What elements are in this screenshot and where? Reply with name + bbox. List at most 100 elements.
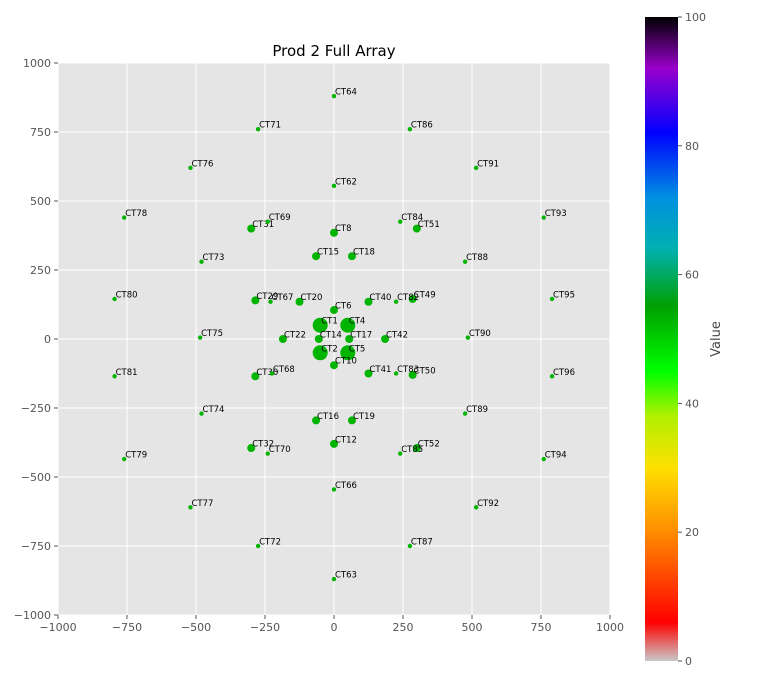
y-tick-label: 1000: [23, 57, 51, 70]
data-point-ct94[interactable]: [541, 456, 546, 462]
data-point-ct19[interactable]: [347, 416, 356, 425]
y-tick-label: 250: [30, 264, 51, 277]
data-point-ct71[interactable]: [255, 127, 261, 132]
data-point-ct75[interactable]: [197, 335, 203, 340]
point-label-ct66: CT66: [335, 481, 357, 491]
point-label-ct70: CT70: [269, 445, 291, 455]
data-point-ct86[interactable]: [407, 127, 413, 132]
point-label-ct89: CT89: [466, 405, 488, 415]
data-point-ct31[interactable]: [247, 224, 256, 233]
point-label-ct8: CT8: [335, 224, 352, 234]
colorbar-tick-label: 60: [685, 269, 699, 282]
data-point-ct10[interactable]: [330, 361, 338, 370]
point-label-ct20: CT20: [301, 293, 323, 303]
point-label-ct77: CT77: [191, 499, 213, 509]
point-label-ct5: CT5: [349, 344, 366, 354]
x-tick-label: 250: [393, 621, 414, 634]
point-label-ct86: CT86: [411, 121, 433, 131]
data-point-ct14[interactable]: [314, 335, 323, 343]
data-point-ct49[interactable]: [408, 294, 417, 303]
data-point-ct95[interactable]: [549, 296, 555, 302]
y-tick-label: −750: [21, 540, 51, 553]
point-label-ct95: CT95: [553, 290, 575, 300]
data-point-ct78[interactable]: [122, 215, 127, 220]
data-point-ct2[interactable]: [312, 345, 328, 361]
data-point-ct73[interactable]: [199, 259, 204, 264]
data-point-ct6[interactable]: [330, 306, 338, 315]
point-label-ct63: CT63: [335, 571, 357, 581]
data-point-ct69[interactable]: [265, 219, 270, 224]
data-point-ct91[interactable]: [473, 165, 479, 171]
data-point-ct90[interactable]: [465, 335, 471, 340]
x-tick-label: 1000: [596, 621, 624, 634]
point-label-ct6: CT6: [335, 302, 352, 312]
data-point-ct5[interactable]: [340, 345, 356, 361]
data-point-ct79[interactable]: [122, 456, 127, 462]
data-point-ct70[interactable]: [265, 451, 270, 456]
data-point-ct89[interactable]: [462, 411, 468, 416]
data-point-ct30[interactable]: [251, 372, 260, 381]
data-point-ct20[interactable]: [295, 297, 304, 306]
plot-area: −1000 −750 −500 −250 0 250 500 750 1000 −1000 −750…: [14, 57, 624, 634]
point-label-ct71: CT71: [259, 121, 281, 131]
data-point-ct41[interactable]: [364, 369, 373, 378]
point-label-ct49: CT49: [414, 290, 436, 300]
data-point-ct68[interactable]: [269, 371, 275, 376]
data-point-ct92[interactable]: [473, 505, 479, 510]
data-point-ct40[interactable]: [364, 297, 373, 306]
data-point-ct17[interactable]: [345, 335, 354, 343]
point-label-ct40: CT40: [370, 293, 392, 303]
data-point-ct84[interactable]: [398, 219, 403, 224]
data-point-ct15[interactable]: [312, 252, 321, 261]
data-point-ct51[interactable]: [412, 224, 421, 233]
data-point-ct64[interactable]: [331, 93, 337, 99]
data-point-ct22[interactable]: [278, 335, 287, 343]
data-point-ct76[interactable]: [188, 165, 193, 171]
point-label-ct31: CT31: [252, 220, 274, 230]
x-tick-label: −750: [112, 621, 142, 634]
data-point-ct4[interactable]: [340, 317, 356, 333]
data-point-ct72[interactable]: [255, 543, 261, 549]
data-point-ct8[interactable]: [330, 228, 338, 237]
data-point-ct50[interactable]: [408, 370, 417, 379]
data-point-ct66[interactable]: [331, 487, 337, 492]
data-point-ct52[interactable]: [412, 444, 421, 453]
data-point-ct67[interactable]: [268, 299, 273, 304]
point-label-ct17: CT17: [350, 331, 372, 341]
data-point-ct74[interactable]: [199, 411, 204, 416]
data-point-ct12[interactable]: [330, 439, 338, 448]
y-tick-label: 500: [30, 195, 51, 208]
point-label-ct62: CT62: [335, 177, 357, 187]
data-point-ct82[interactable]: [393, 299, 399, 304]
point-label-ct80: CT80: [116, 290, 138, 300]
data-point-ct77[interactable]: [188, 505, 193, 510]
point-label-ct81: CT81: [116, 368, 138, 378]
x-tick-label: −1000: [39, 621, 76, 634]
data-point-ct62[interactable]: [331, 183, 337, 189]
point-label-ct69: CT69: [269, 213, 291, 223]
point-label-ct83: CT83: [397, 365, 419, 375]
data-point-ct83[interactable]: [393, 371, 399, 376]
data-point-ct16[interactable]: [312, 416, 321, 425]
data-point-ct18[interactable]: [347, 252, 356, 261]
data-point-ct96[interactable]: [549, 374, 555, 379]
data-point-ct42[interactable]: [381, 335, 390, 343]
data-point-ct1[interactable]: [312, 317, 328, 333]
data-point-ct93[interactable]: [541, 215, 546, 220]
point-label-ct41: CT41: [370, 365, 392, 375]
data-point-ct80[interactable]: [112, 296, 117, 302]
point-label-ct30: CT30: [256, 368, 278, 378]
y-tick-label: −1000: [14, 609, 51, 622]
data-point-ct85[interactable]: [398, 451, 403, 456]
point-label-ct76: CT76: [191, 159, 213, 169]
data-point-ct88[interactable]: [462, 259, 468, 264]
point-label-ct42: CT42: [386, 331, 408, 341]
data-point-ct81[interactable]: [112, 374, 117, 379]
point-label-ct1: CT1: [321, 317, 338, 327]
data-point-ct29[interactable]: [251, 296, 260, 305]
data-point-ct32[interactable]: [247, 444, 256, 453]
data-point-ct63[interactable]: [331, 576, 337, 582]
point-label-ct12: CT12: [335, 435, 357, 445]
point-label-ct84: CT84: [401, 213, 423, 223]
data-point-ct87[interactable]: [407, 543, 413, 549]
